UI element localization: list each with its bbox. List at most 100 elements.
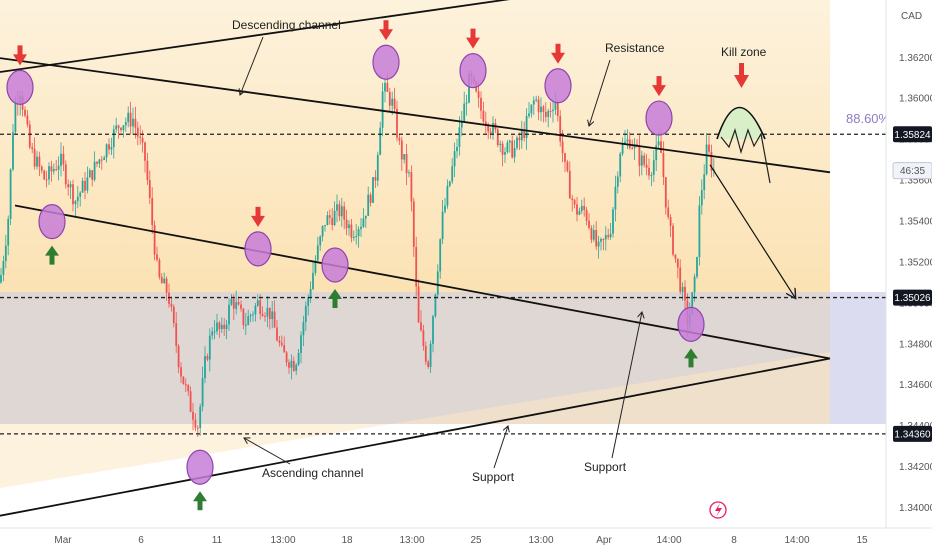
candle-body (592, 230, 595, 240)
candle-body (427, 361, 430, 367)
candle-body (268, 307, 271, 320)
candle-body (367, 194, 370, 216)
candle-body (667, 207, 670, 218)
candle-body (206, 356, 209, 360)
time-axis-bg (0, 528, 932, 550)
annotations: Descending channel Resistance Kill zone … (232, 18, 767, 484)
candle-body (283, 345, 286, 353)
ascending-channel-lower (0, 357, 831, 517)
candle-body (74, 200, 77, 205)
candle-body (182, 376, 185, 385)
candle-body (237, 302, 240, 305)
candle-body (297, 352, 300, 365)
candle-body (57, 165, 60, 170)
candle-body (388, 91, 391, 106)
down-arrow-head (652, 85, 666, 97)
candle-body (45, 179, 48, 181)
candle-body (580, 205, 583, 212)
time-tick-label: 13:00 (270, 535, 295, 546)
candle-body (573, 199, 576, 205)
up-arrow-icon (45, 245, 59, 256)
candle-body (79, 192, 82, 197)
candle-body (624, 141, 626, 144)
candle-body (348, 224, 350, 229)
candle-body (614, 186, 617, 210)
candle-body (139, 136, 142, 138)
candle-body (453, 151, 456, 167)
candle-body (542, 106, 545, 112)
time-tick-labels: Mar 6 11 13:00 18 13:00 25 13:00 Apr 14:00 8 14:00 1… (54, 535, 868, 546)
candle-body (554, 102, 557, 110)
candle-body (144, 142, 146, 161)
candle-body (501, 143, 504, 155)
price-tick-label: 1.36200 (899, 53, 932, 64)
candle-body (578, 211, 581, 215)
candle-body (216, 322, 218, 332)
candle-body (597, 241, 600, 247)
candle-body (148, 180, 151, 198)
candle-body (36, 156, 38, 167)
candle-body (631, 148, 634, 150)
kill-zone-arc (716, 106, 766, 140)
candle-body (204, 356, 206, 379)
resistance-label: Resistance (605, 41, 665, 55)
candle-body (660, 141, 662, 153)
candle-body (117, 125, 120, 128)
candle-body (67, 184, 70, 188)
candle-body (650, 175, 653, 177)
touch-circle (372, 44, 400, 80)
touch-circle (544, 68, 572, 104)
candle-body (105, 144, 108, 158)
candle-body (218, 322, 221, 330)
candle-body (151, 197, 154, 226)
lightning-icon[interactable] (709, 501, 727, 519)
price-tags: 1.35824 46:35 1.35026 1.34360 (892, 126, 932, 442)
price-tick-label: 1.36000 (899, 94, 932, 105)
time-axis[interactable]: Mar 6 11 13:00 18 13:00 25 13:00 Apr 14:00 8 14:00 1… (0, 527, 932, 550)
fib-level-label: 88.60% (846, 111, 891, 126)
price-tick-label: 1.35600 (899, 176, 932, 187)
touch-circle (321, 247, 349, 283)
candle-body (703, 174, 706, 191)
up-arrow-icon (684, 348, 698, 359)
candle-body (511, 140, 514, 158)
candle-body (590, 227, 593, 240)
candle-body (460, 121, 463, 128)
right-zone (830, 292, 886, 424)
price-axis[interactable]: CAD 1.340001.342001.344001.346001.348001… (885, 0, 932, 528)
candle-body (444, 205, 446, 212)
down-arrow-icon (656, 76, 662, 88)
candle-body (280, 342, 283, 346)
candle-body (657, 141, 660, 146)
resistance-line (0, 57, 831, 174)
trendlines (0, 0, 886, 517)
time-tick-label: 13:00 (399, 535, 424, 546)
candle-body (62, 153, 65, 165)
candle-body (168, 292, 170, 304)
touch-circle (677, 306, 705, 342)
candle-body (621, 143, 624, 154)
candle-body (566, 161, 569, 171)
candle-body (146, 160, 149, 181)
candle-body (681, 286, 684, 292)
candle-body (604, 235, 607, 240)
candle-body (379, 127, 382, 155)
candle-body (254, 305, 257, 315)
candle-body (201, 378, 204, 407)
candle-body (331, 217, 334, 226)
candle-body (232, 298, 235, 309)
candle-body (561, 141, 564, 154)
candle-body (571, 198, 574, 200)
candle-body (316, 245, 319, 261)
price-tag (893, 425, 932, 442)
down-arrow-head (251, 215, 265, 227)
candle-body (69, 184, 72, 188)
candle-body (595, 230, 598, 247)
candle-body (14, 102, 17, 133)
candle-body (602, 238, 605, 240)
candle-body (405, 154, 408, 174)
candle-body (211, 331, 214, 336)
candle-body (110, 147, 113, 150)
candle-body (448, 181, 451, 186)
